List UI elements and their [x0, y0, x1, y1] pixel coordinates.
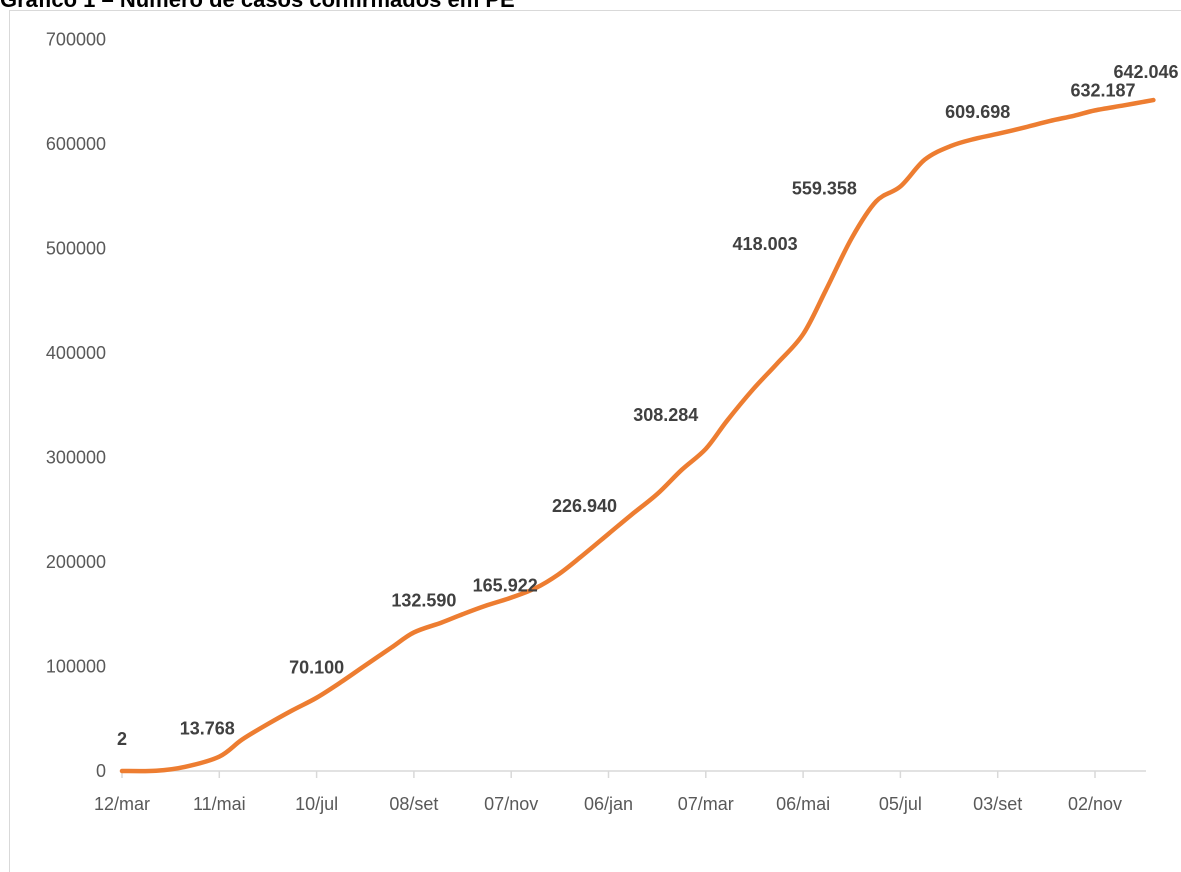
chart-title: Gráfico 1 – Número de casos confirmados …	[0, 0, 515, 13]
data-label: 632.187	[1070, 80, 1135, 100]
data-labels: 2 13.768 70.100 132.590 165.922 226.940 308.28…	[117, 62, 1179, 749]
series-layer	[119, 97, 1156, 774]
y-tick-label: 500000	[46, 239, 106, 259]
y-tick-label: 700000	[46, 30, 106, 50]
y-tick-label: 0	[96, 761, 106, 781]
x-tick-label: 11/mai	[193, 794, 246, 814]
x-tick-label: 08/set	[389, 794, 438, 814]
y-tick-label: 600000	[46, 134, 106, 154]
data-label: 642.046	[1113, 62, 1178, 82]
x-tick-label: 05/jul	[879, 794, 922, 814]
data-label: 2	[117, 729, 127, 749]
x-tick-label: 03/set	[973, 794, 1022, 814]
data-label: 609.698	[945, 102, 1010, 122]
chart-frame	[9, 10, 1181, 872]
data-label: 226.940	[552, 496, 617, 516]
x-axis: 12/mar 11/mai 10/jul 08/set 07/nov 06/jan 07/m…	[94, 770, 1146, 814]
x-tick-label: 02/nov	[1068, 794, 1122, 814]
data-label: 13.768	[180, 719, 235, 739]
data-label: 308.284	[633, 405, 698, 425]
x-tick-label: 07/mar	[678, 794, 734, 814]
data-label: 70.100	[289, 658, 344, 678]
y-tick-label: 100000	[46, 657, 106, 677]
y-axis-tick-labels: 0 100000 200000 300000 400000 500000 600000 700…	[46, 30, 106, 782]
series-line-casos-confirmados	[119, 97, 1156, 774]
x-tick-label: 06/mai	[776, 794, 830, 814]
x-tick-label: 07/nov	[484, 794, 538, 814]
data-label: 559.358	[792, 178, 857, 198]
y-tick-label: 200000	[46, 552, 106, 572]
x-tick-label: 06/jan	[584, 794, 633, 814]
y-tick-label: 300000	[46, 448, 106, 468]
y-tick-label: 400000	[46, 343, 106, 363]
x-tick-label: 10/jul	[295, 794, 338, 814]
x-tick-label: 12/mar	[94, 794, 150, 814]
data-label: 132.590	[391, 590, 456, 610]
data-label: 165.922	[473, 576, 538, 596]
data-label: 418.003	[733, 234, 798, 254]
